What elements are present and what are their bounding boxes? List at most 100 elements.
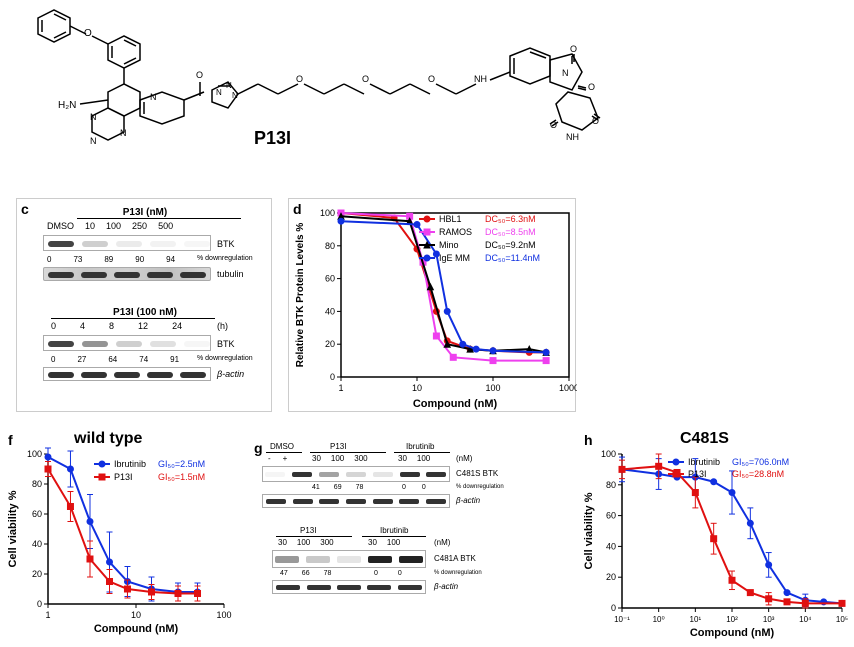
- svg-text:P13I: P13I: [114, 472, 133, 482]
- panel-g-bot-unit: (nM): [434, 538, 450, 547]
- svg-text:Compound (nM): Compound (nM): [690, 627, 775, 639]
- svg-text:GI₅₀=2.5nM: GI₅₀=2.5nM: [158, 459, 205, 469]
- panel-c-bottom-btk-bands: [43, 335, 211, 351]
- panel-d-label: d: [293, 201, 302, 217]
- panel-c-bottom-btk-label: BTK: [217, 339, 235, 349]
- svg-text:GI₅₀=28.8nM: GI₅₀=28.8nM: [732, 469, 784, 479]
- svg-text:1: 1: [45, 610, 50, 620]
- svg-text:Ibrutinib: Ibrutinib: [688, 457, 720, 467]
- panel-g-bot-bands: [272, 550, 426, 568]
- svg-text:RAMOS: RAMOS: [439, 227, 472, 237]
- svg-text:O: O: [296, 74, 303, 84]
- panel-g-top-ibr: Ibrutinib: [406, 442, 434, 451]
- panel-f: f wild type 020406080100110100Compound (…: [4, 430, 232, 636]
- panel-c-top-title: P13I (nM): [47, 207, 243, 218]
- panel-d: d 0204060801001101001000Compound (nM)Rel…: [288, 198, 576, 412]
- panel-c-top-downreg: 0 73 89 90 94: [47, 255, 175, 264]
- svg-text:N: N: [150, 92, 157, 102]
- panel-c-top-headers: DMSO 10 100 250 500: [47, 221, 173, 231]
- panel-h-chart: 02040608010010⁻¹10⁰10¹10²10³10⁴10⁵Compou…: [580, 446, 850, 640]
- svg-text:80: 80: [325, 241, 335, 251]
- panel-g-bot-actin-label: β-actin: [434, 582, 458, 591]
- svg-text:HBL1: HBL1: [439, 214, 462, 224]
- svg-text:O: O: [588, 82, 595, 92]
- svg-text:O: O: [196, 70, 203, 80]
- svg-text:40: 40: [325, 306, 335, 316]
- svg-text:100: 100: [27, 449, 42, 459]
- svg-text:20: 20: [325, 339, 335, 349]
- svg-text:10⁰: 10⁰: [653, 615, 665, 624]
- p13i-structure-svg: O H₂N N N N N O N N: [0, 0, 700, 170]
- panel-g-bot-actin: [272, 580, 426, 594]
- panel-c-top-tubulin-bands: [43, 267, 211, 281]
- panel-g-top-actin-label: β-actin: [456, 496, 480, 505]
- svg-text:100: 100: [216, 610, 231, 620]
- svg-text:0: 0: [611, 603, 616, 613]
- svg-text:GI₅₀=706.0nM: GI₅₀=706.0nM: [732, 457, 789, 467]
- svg-text:10²: 10²: [726, 615, 738, 624]
- svg-text:80: 80: [32, 479, 42, 489]
- svg-text:NH: NH: [566, 132, 579, 142]
- svg-text:DC₅₀=6.3nM: DC₅₀=6.3nM: [485, 214, 536, 224]
- svg-text:N: N: [562, 68, 569, 78]
- svg-text:N: N: [216, 88, 222, 97]
- svg-text:10: 10: [412, 383, 422, 393]
- panel-c-bottom-downreg: 0 27 64 74 91: [51, 355, 179, 364]
- svg-text:O: O: [428, 74, 435, 84]
- svg-text:20: 20: [32, 569, 42, 579]
- svg-text:N: N: [90, 112, 97, 122]
- compound-label: P13I: [254, 128, 291, 149]
- svg-text:GI₅₀=1.5nM: GI₅₀=1.5nM: [158, 472, 205, 482]
- svg-text:40: 40: [606, 541, 616, 551]
- panel-c-top-btk-bands: [43, 235, 211, 251]
- panel-c-bottom-unit: (h): [217, 321, 228, 331]
- panel-g-top-downreg-label: % downregulation: [456, 484, 504, 490]
- svg-text:40: 40: [32, 539, 42, 549]
- svg-text:10³: 10³: [763, 615, 775, 624]
- panel-c: c P13I (nM) DMSO 10 100 250 500 BTK 0 73…: [16, 198, 272, 412]
- svg-text:N: N: [120, 128, 127, 138]
- svg-text:0: 0: [37, 599, 42, 609]
- svg-text:DC₅₀=9.2nM: DC₅₀=9.2nM: [485, 240, 536, 250]
- svg-text:10⁻¹: 10⁻¹: [614, 615, 630, 624]
- svg-text:Relative BTK Protein Levels %: Relative BTK Protein Levels %: [295, 223, 306, 368]
- panel-c-top-btk-label: BTK: [217, 239, 235, 249]
- svg-text:Cell viability %: Cell viability %: [7, 490, 19, 567]
- svg-text:O: O: [84, 28, 92, 39]
- svg-text:1000: 1000: [559, 383, 577, 393]
- svg-text:80: 80: [606, 480, 616, 490]
- svg-text:1: 1: [338, 383, 343, 393]
- panel-g-top-p13i: P13I: [330, 442, 346, 451]
- svg-text:10: 10: [131, 610, 141, 620]
- svg-text:60: 60: [606, 511, 616, 521]
- svg-text:60: 60: [32, 509, 42, 519]
- panel-g-bot-ibr: Ibrutinib: [380, 526, 408, 535]
- svg-text:60: 60: [325, 274, 335, 284]
- panel-g-top-unit: (nM): [456, 454, 472, 463]
- panel-g-top-actin: [262, 494, 450, 508]
- svg-text:20: 20: [606, 572, 616, 582]
- panel-c-bottom-headers: 0 4 8 12 24: [51, 321, 182, 331]
- panel-c-bottom-actin-bands: [43, 367, 211, 381]
- panel-g-top-band-label: C481S BTK: [456, 469, 498, 478]
- svg-text:IgE MM: IgE MM: [439, 253, 470, 263]
- svg-text:0: 0: [330, 372, 335, 382]
- svg-text:10⁵: 10⁵: [836, 615, 848, 624]
- panel-g-bot-band-label: C481A BTK: [434, 554, 476, 563]
- svg-text:Ibrutinib: Ibrutinib: [114, 459, 146, 469]
- panel-c-bottom-actin-label: β-actin: [217, 369, 244, 379]
- svg-text:H₂N: H₂N: [58, 100, 76, 111]
- svg-text:P13I: P13I: [688, 469, 707, 479]
- panel-g-label: g: [254, 440, 263, 456]
- svg-text:100: 100: [601, 449, 616, 459]
- panel-h: h C481S 02040608010010⁻¹10⁰10¹10²10³10⁴1…: [580, 430, 850, 640]
- svg-text:Cell viability %: Cell viability %: [583, 492, 595, 569]
- panel-c-label: c: [21, 201, 29, 217]
- svg-text:10¹: 10¹: [690, 615, 702, 624]
- svg-text:Compound (nM): Compound (nM): [94, 623, 179, 635]
- svg-text:100: 100: [485, 383, 500, 393]
- svg-text:100: 100: [320, 208, 335, 218]
- panel-c-bottom-title: P13I (100 nM): [47, 307, 243, 318]
- chemical-structure: O H₂N N N N N O N N: [0, 0, 700, 170]
- panel-c-bottom-downreg-label: % downregulation: [197, 355, 253, 362]
